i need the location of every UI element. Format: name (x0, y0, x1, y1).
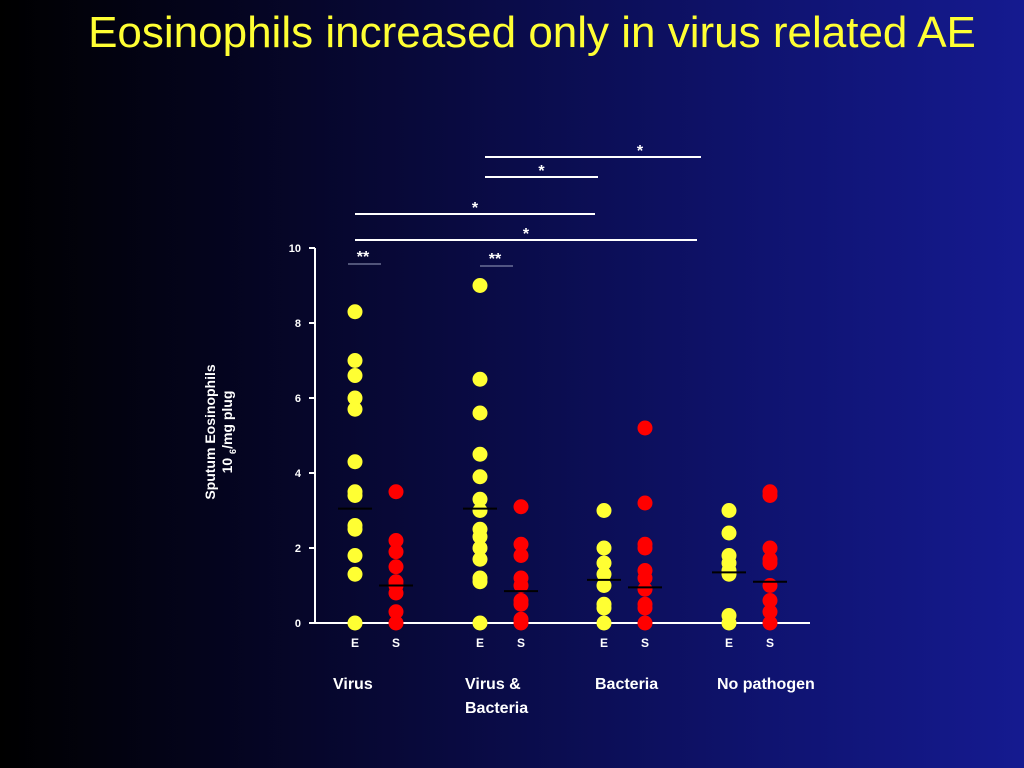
x-tick-label: E (351, 636, 359, 650)
data-point (762, 578, 778, 593)
data-point (388, 559, 404, 575)
group-label-virus: Virus (333, 673, 373, 697)
data-point (762, 593, 778, 608)
data-point (637, 540, 653, 556)
data-point (472, 540, 488, 556)
data-point (347, 353, 363, 368)
data-point (347, 548, 363, 563)
x-tick-label: S (766, 636, 774, 650)
data-point (637, 615, 653, 631)
data-point (721, 525, 737, 541)
data-point (596, 540, 612, 556)
data-point (637, 600, 653, 616)
x-tick-label: E (725, 636, 733, 650)
x-tick-label: S (392, 636, 400, 650)
data-point (472, 278, 488, 293)
data-point (762, 555, 778, 571)
data-point (762, 604, 778, 620)
data-point (762, 488, 778, 503)
group-label-virus-bacteria: Virus & Bacteria (465, 673, 528, 721)
data-point (347, 566, 363, 582)
data-point (347, 488, 363, 503)
data-point (596, 555, 612, 571)
x-tick-label: E (476, 636, 484, 650)
data-point (472, 405, 488, 421)
data-point (472, 574, 488, 590)
data-point (513, 548, 529, 563)
data-point (388, 484, 404, 500)
data-point (721, 503, 737, 518)
group-label-virus-bacteria-line2: Bacteria (465, 700, 529, 717)
data-point (347, 521, 363, 537)
group-label-virus-line1: Virus (333, 676, 373, 693)
data-point (472, 371, 488, 387)
group-label-bacteria: Bacteria (595, 673, 658, 697)
significance-marker: * (523, 226, 530, 243)
data-point (472, 491, 488, 507)
data-point (472, 446, 488, 462)
y-tick-label: 6 (295, 393, 301, 405)
significance-marker: * (637, 143, 644, 160)
significance-marker: ** (489, 251, 502, 268)
data-point (472, 615, 488, 631)
data-point (388, 604, 404, 620)
group-label-virus-bacteria-line1: Virus & (465, 676, 521, 693)
data-point (721, 615, 737, 631)
slide-title: Eosinophils increased only in virus rela… (88, 8, 976, 57)
data-point (513, 615, 529, 631)
significance-marker: * (538, 163, 545, 180)
x-tick-label: S (517, 636, 525, 650)
data-point (347, 454, 363, 470)
x-tick-label: E (600, 636, 608, 650)
data-point (596, 503, 612, 518)
data-point (388, 533, 404, 548)
x-tick-label: S (641, 636, 649, 650)
data-point (388, 544, 404, 560)
data-point (347, 401, 363, 417)
y-tick-label: 10 (289, 243, 301, 255)
group-label-bacteria-line1: Bacteria (595, 676, 659, 693)
data-point (472, 551, 488, 567)
data-point (513, 578, 529, 593)
y-tick-label: 0 (295, 618, 301, 630)
data-point (513, 536, 529, 552)
data-point (472, 503, 488, 518)
data-point (637, 570, 653, 586)
data-point (596, 566, 612, 582)
group-label-no-pathogen: No pathogen (717, 673, 815, 697)
y-tick-label: 8 (295, 318, 301, 330)
data-point (472, 529, 488, 545)
data-point (513, 596, 529, 612)
data-point (513, 499, 529, 515)
data-point (762, 615, 778, 631)
significance-marker: * (472, 200, 479, 217)
significance-marker: ** (357, 249, 370, 266)
data-point (721, 566, 737, 582)
data-point (637, 420, 653, 436)
y-tick-label: 2 (295, 543, 301, 555)
data-point (596, 600, 612, 616)
data-point (596, 615, 612, 631)
data-point (472, 469, 488, 485)
data-point (388, 585, 404, 601)
data-point (762, 540, 778, 556)
data-point (637, 495, 653, 511)
data-point (596, 578, 612, 593)
data-point (347, 304, 363, 320)
data-point (347, 615, 363, 631)
data-point (388, 615, 404, 631)
data-point (347, 390, 363, 406)
data-point (637, 581, 653, 597)
group-label-no-pathogen-line1: No pathogen (717, 676, 815, 693)
y-tick-label: 4 (295, 468, 302, 480)
data-point (347, 368, 363, 383)
